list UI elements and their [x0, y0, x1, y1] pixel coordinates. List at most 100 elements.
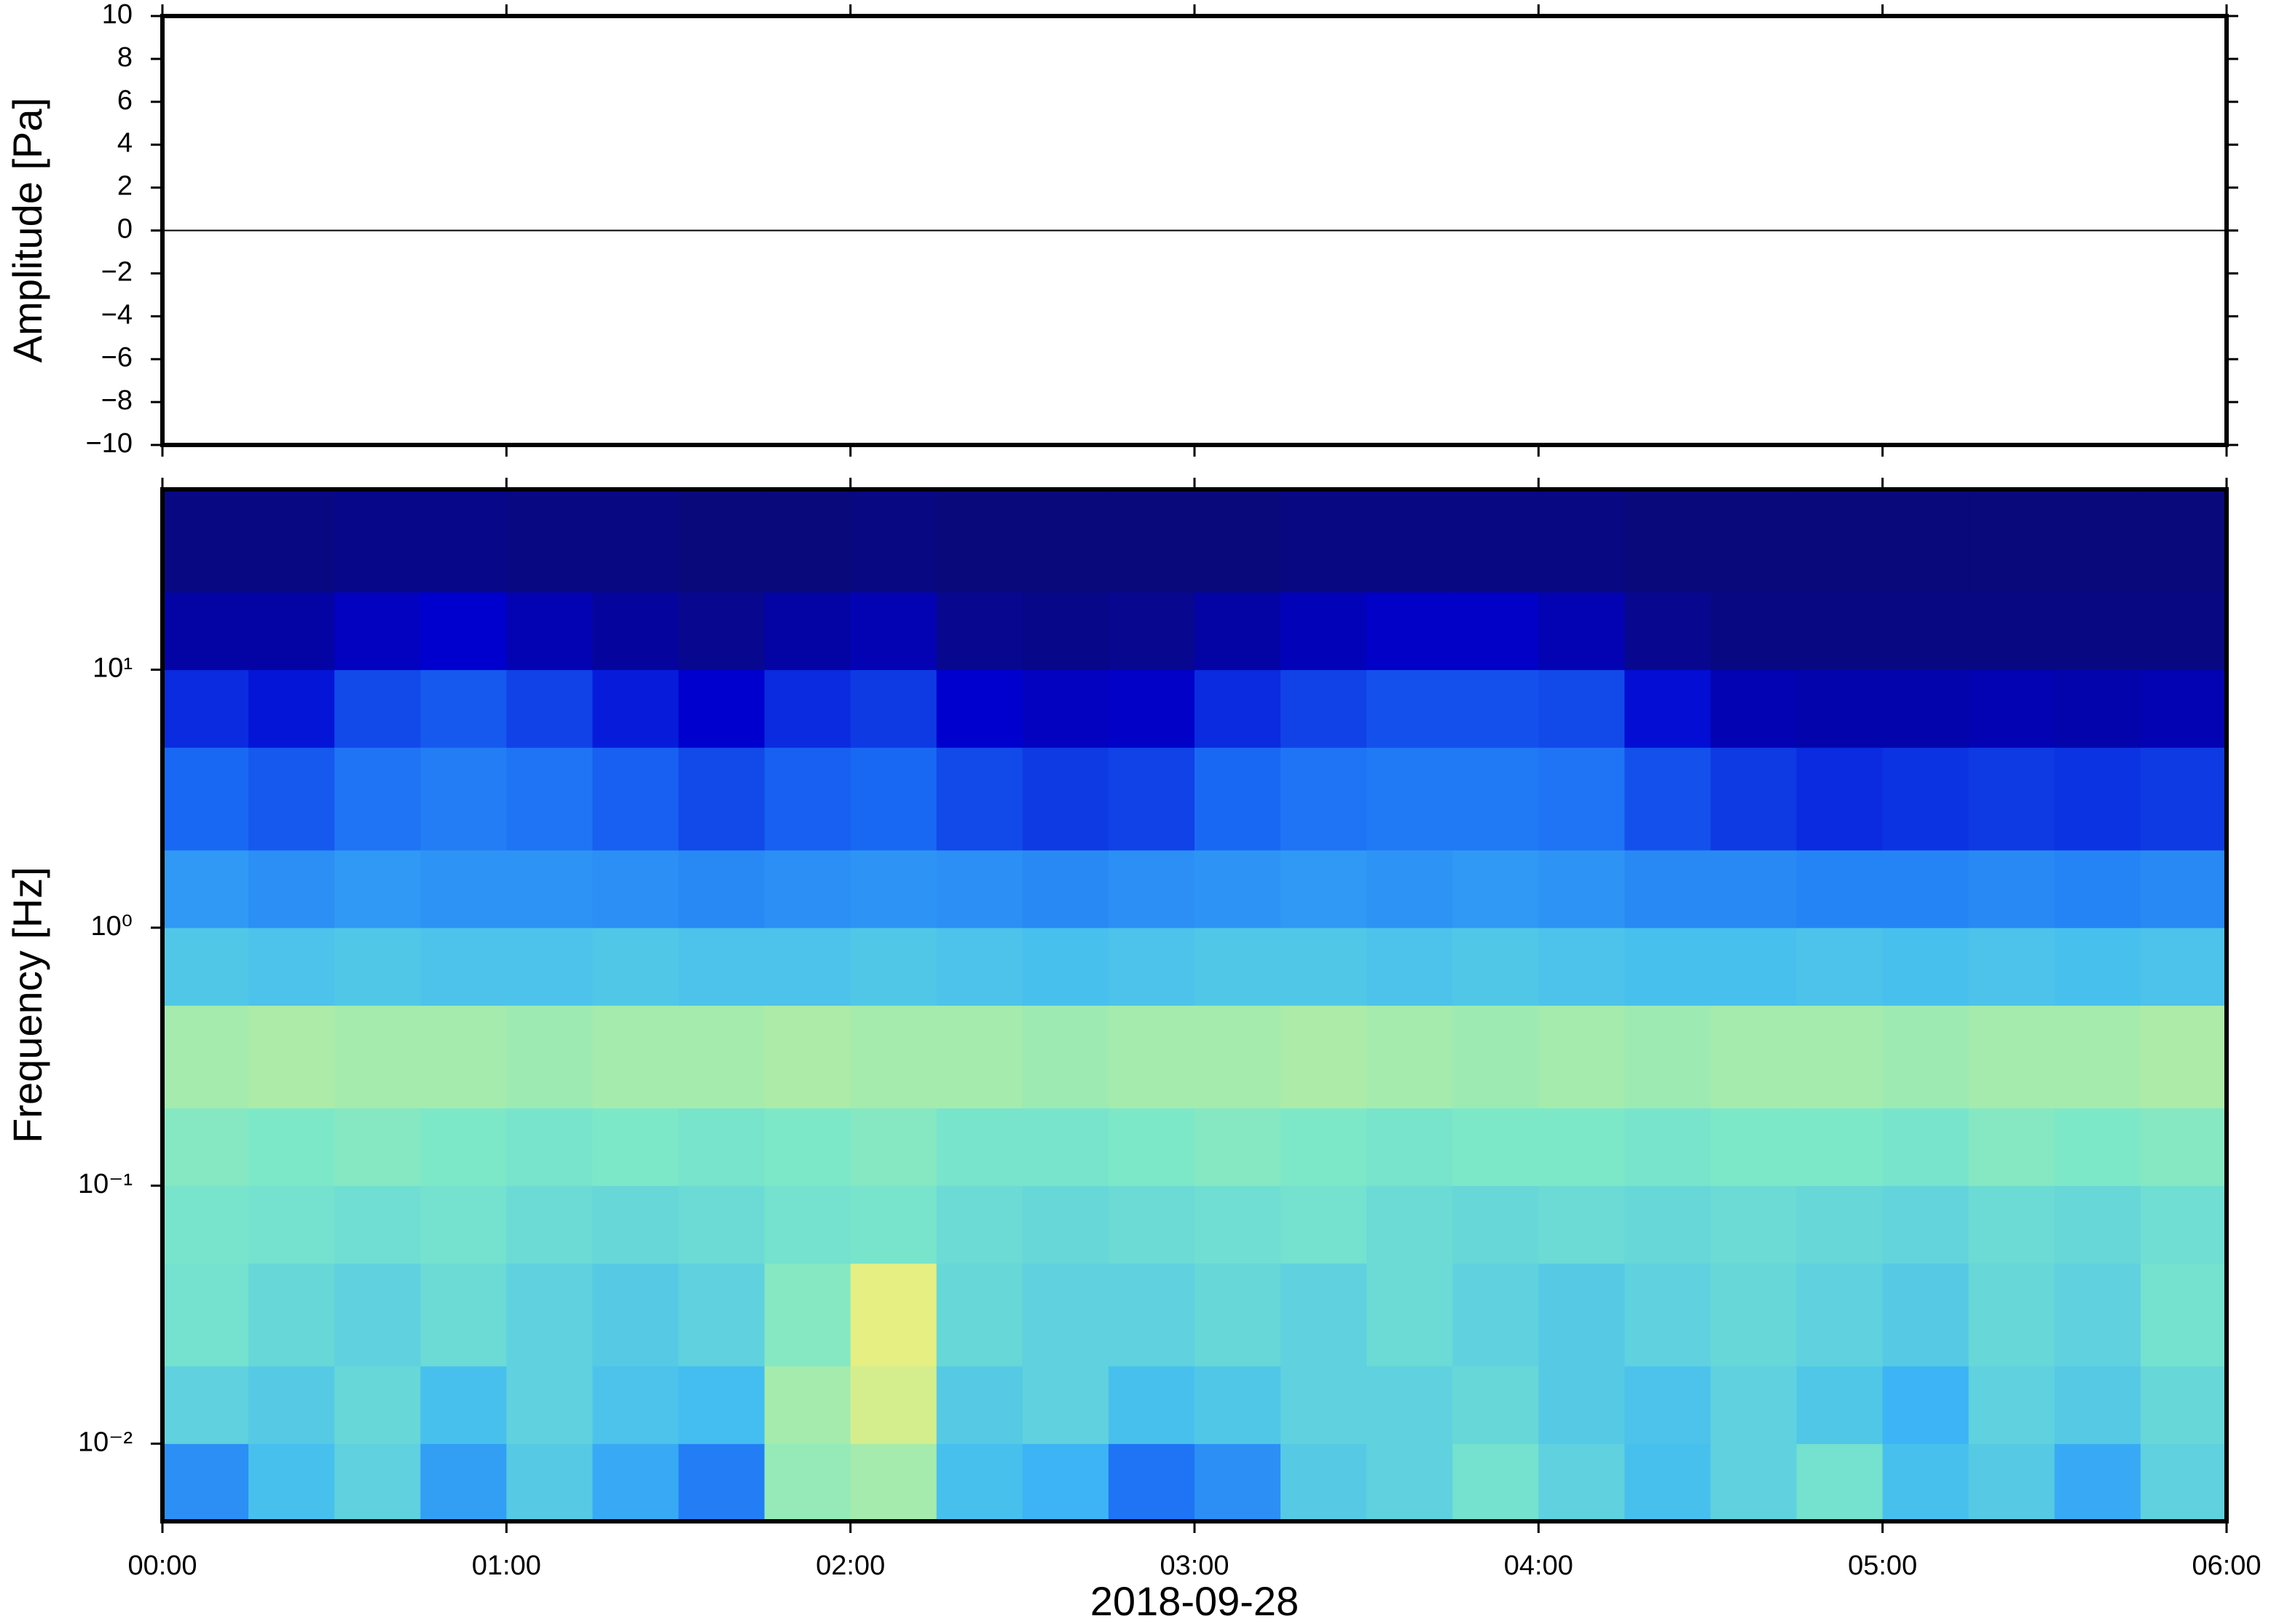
x-tick-label: 00:00 [127, 1550, 197, 1581]
heatmap-cell [1710, 747, 1798, 851]
heatmap-cell [1968, 669, 2055, 748]
heatmap-cell [2054, 1005, 2141, 1108]
heatmap-cell [1194, 489, 1281, 593]
heatmap-cell [1366, 747, 1453, 851]
heatmap-cell [936, 1365, 1023, 1444]
heatmap-cell [506, 747, 593, 851]
heatmap-cell [162, 1365, 249, 1444]
heatmap-cell [1968, 1005, 2055, 1108]
heatmap-cell [1624, 1005, 1711, 1108]
heatmap-cell [1108, 591, 1195, 671]
heatmap-cell [936, 1108, 1023, 1186]
heatmap-cell [764, 850, 851, 929]
heatmap-cell [1796, 1186, 1884, 1264]
heatmap-cell [420, 747, 507, 851]
heatmap-cell [850, 1108, 937, 1186]
heatmap-cell [2140, 591, 2227, 671]
heatmap-cell [1108, 489, 1195, 593]
heatmap-cell [1882, 927, 1969, 1006]
heatmap-cell [1538, 489, 1625, 593]
heatmap-cell [1710, 1108, 1798, 1186]
heatmap-cell [420, 850, 507, 929]
heatmap-cell [1280, 1108, 1367, 1186]
heatmap-cell [2054, 489, 2141, 593]
heatmap-cell [936, 489, 1023, 593]
heatmap-cell [248, 1263, 335, 1367]
heatmap-cell [1108, 1443, 1195, 1522]
heatmap-cell [1022, 850, 1109, 929]
heatmap-cell [506, 489, 593, 593]
heatmap-cell [1366, 1443, 1453, 1522]
heatmap-cell [2140, 927, 2227, 1006]
heatmap-cell [334, 489, 421, 593]
heatmap-cell [1366, 927, 1453, 1006]
heatmap-cell [506, 927, 593, 1006]
heatmap-cell [2140, 489, 2227, 593]
heatmap-cell [2140, 1365, 2227, 1444]
y-tick-label: −2 [101, 256, 133, 287]
heatmap-cell [850, 489, 937, 593]
heatmap-cell [248, 591, 335, 671]
heatmap-cell [2140, 1263, 2227, 1367]
heatmap-cell [764, 489, 851, 593]
heatmap-cell [1022, 1186, 1109, 1264]
heatmap-cell [1710, 1186, 1798, 1264]
heatmap-cell [592, 747, 679, 851]
heatmap-cell [1366, 1263, 1453, 1367]
heatmap-cell [1710, 669, 1798, 748]
heatmap-cell [764, 591, 851, 671]
heatmap-cell [1882, 591, 1969, 671]
heatmap-cell [1452, 1108, 1539, 1186]
heatmap-cell [1882, 1365, 1969, 1444]
heatmap-cell [248, 1443, 335, 1522]
y-tick-label: −8 [101, 385, 133, 416]
heatmap-cell [248, 1186, 335, 1264]
heatmap-cell [334, 1108, 421, 1186]
heatmap-cell [1452, 591, 1539, 671]
heatmap-cell [1280, 591, 1367, 671]
heatmap-cell [1624, 927, 1711, 1006]
heatmap-cell [764, 1108, 851, 1186]
heatmap-cell [1882, 747, 1969, 851]
heatmap-cell [248, 489, 335, 593]
y-tick-label: −4 [101, 299, 133, 330]
heatmap-cell [506, 1108, 593, 1186]
heatmap-cell [2054, 927, 2141, 1006]
heatmap-cell [678, 591, 765, 671]
heatmap-cell [2054, 747, 2141, 851]
heatmap-cell [506, 591, 593, 671]
heatmap-cell [850, 1365, 937, 1444]
heatmap-cell [1108, 1108, 1195, 1186]
heatmap-cell [506, 1186, 593, 1264]
heatmap-cell [1452, 669, 1539, 748]
plot-frame [160, 487, 2229, 1524]
y-tick-label: 2 [117, 171, 133, 202]
heatmap-cell [162, 489, 249, 593]
heatmap-cell [2140, 850, 2227, 929]
heatmap-cell [1624, 489, 1711, 593]
heatmap-cell [1796, 747, 1884, 851]
heatmap-cell [162, 1186, 249, 1264]
heatmap-cell [1194, 747, 1281, 851]
heatmap-cell [506, 1443, 593, 1522]
heatmap-cell [1108, 1365, 1195, 1444]
heatmap-cell [678, 1005, 765, 1108]
heatmap-cell [1194, 927, 1281, 1006]
heatmap-cell [420, 1263, 507, 1367]
heatmap-cell [1538, 591, 1625, 671]
heatmap-cell [1108, 1005, 1195, 1108]
heatmap-cell [334, 591, 421, 671]
heatmap-cell [1882, 850, 1969, 929]
heatmap-cell [1194, 1186, 1281, 1264]
heatmap-cell [1194, 591, 1281, 671]
heatmap-cell [1882, 1186, 1969, 1264]
heatmap-cell [592, 489, 679, 593]
heatmap-cell [592, 1263, 679, 1367]
heatmap-cell [1710, 591, 1798, 671]
heatmap-cell [1796, 1365, 1884, 1444]
heatmap-cell [1538, 1108, 1625, 1186]
heatmap-cell [1022, 1365, 1109, 1444]
heatmap-cell [764, 927, 851, 1006]
y-tick-label: 0 [117, 214, 133, 245]
